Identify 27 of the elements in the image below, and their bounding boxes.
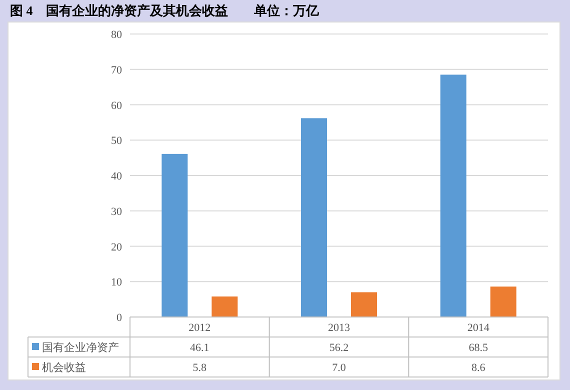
data-label: 56.2 — [329, 342, 349, 354]
legend-label: 国有企业净资产 — [42, 341, 119, 354]
bar — [490, 286, 516, 317]
chart-title: 图 4 国有企业的净资产及其机会收益 单位：万亿 — [10, 3, 320, 18]
bar — [162, 154, 188, 317]
y-tick-label: 0 — [116, 312, 122, 324]
y-tick-label: 20 — [111, 241, 122, 254]
bar — [212, 296, 238, 317]
bar — [351, 292, 377, 317]
y-tick-label: 50 — [111, 135, 122, 148]
x-tick-label: 2012 — [188, 322, 211, 334]
y-tick-label: 60 — [111, 100, 122, 112]
y-tick-label: 30 — [111, 206, 122, 218]
x-tick-label: 2014 — [467, 322, 490, 334]
data-label: 68.5 — [468, 342, 488, 354]
bar — [301, 118, 327, 317]
bar — [440, 74, 466, 317]
data-label: 46.1 — [190, 342, 210, 354]
y-tick-label: 10 — [111, 276, 122, 289]
x-tick-label: 2013 — [328, 322, 350, 334]
y-tick-label: 80 — [111, 29, 122, 41]
data-label: 7.0 — [332, 362, 346, 374]
y-tick-label: 70 — [111, 64, 122, 76]
data-label: 5.8 — [192, 362, 208, 374]
y-tick-label: 40 — [111, 170, 122, 182]
legend-label: 机会收益 — [42, 362, 86, 374]
data-label: 8.6 — [471, 362, 486, 374]
